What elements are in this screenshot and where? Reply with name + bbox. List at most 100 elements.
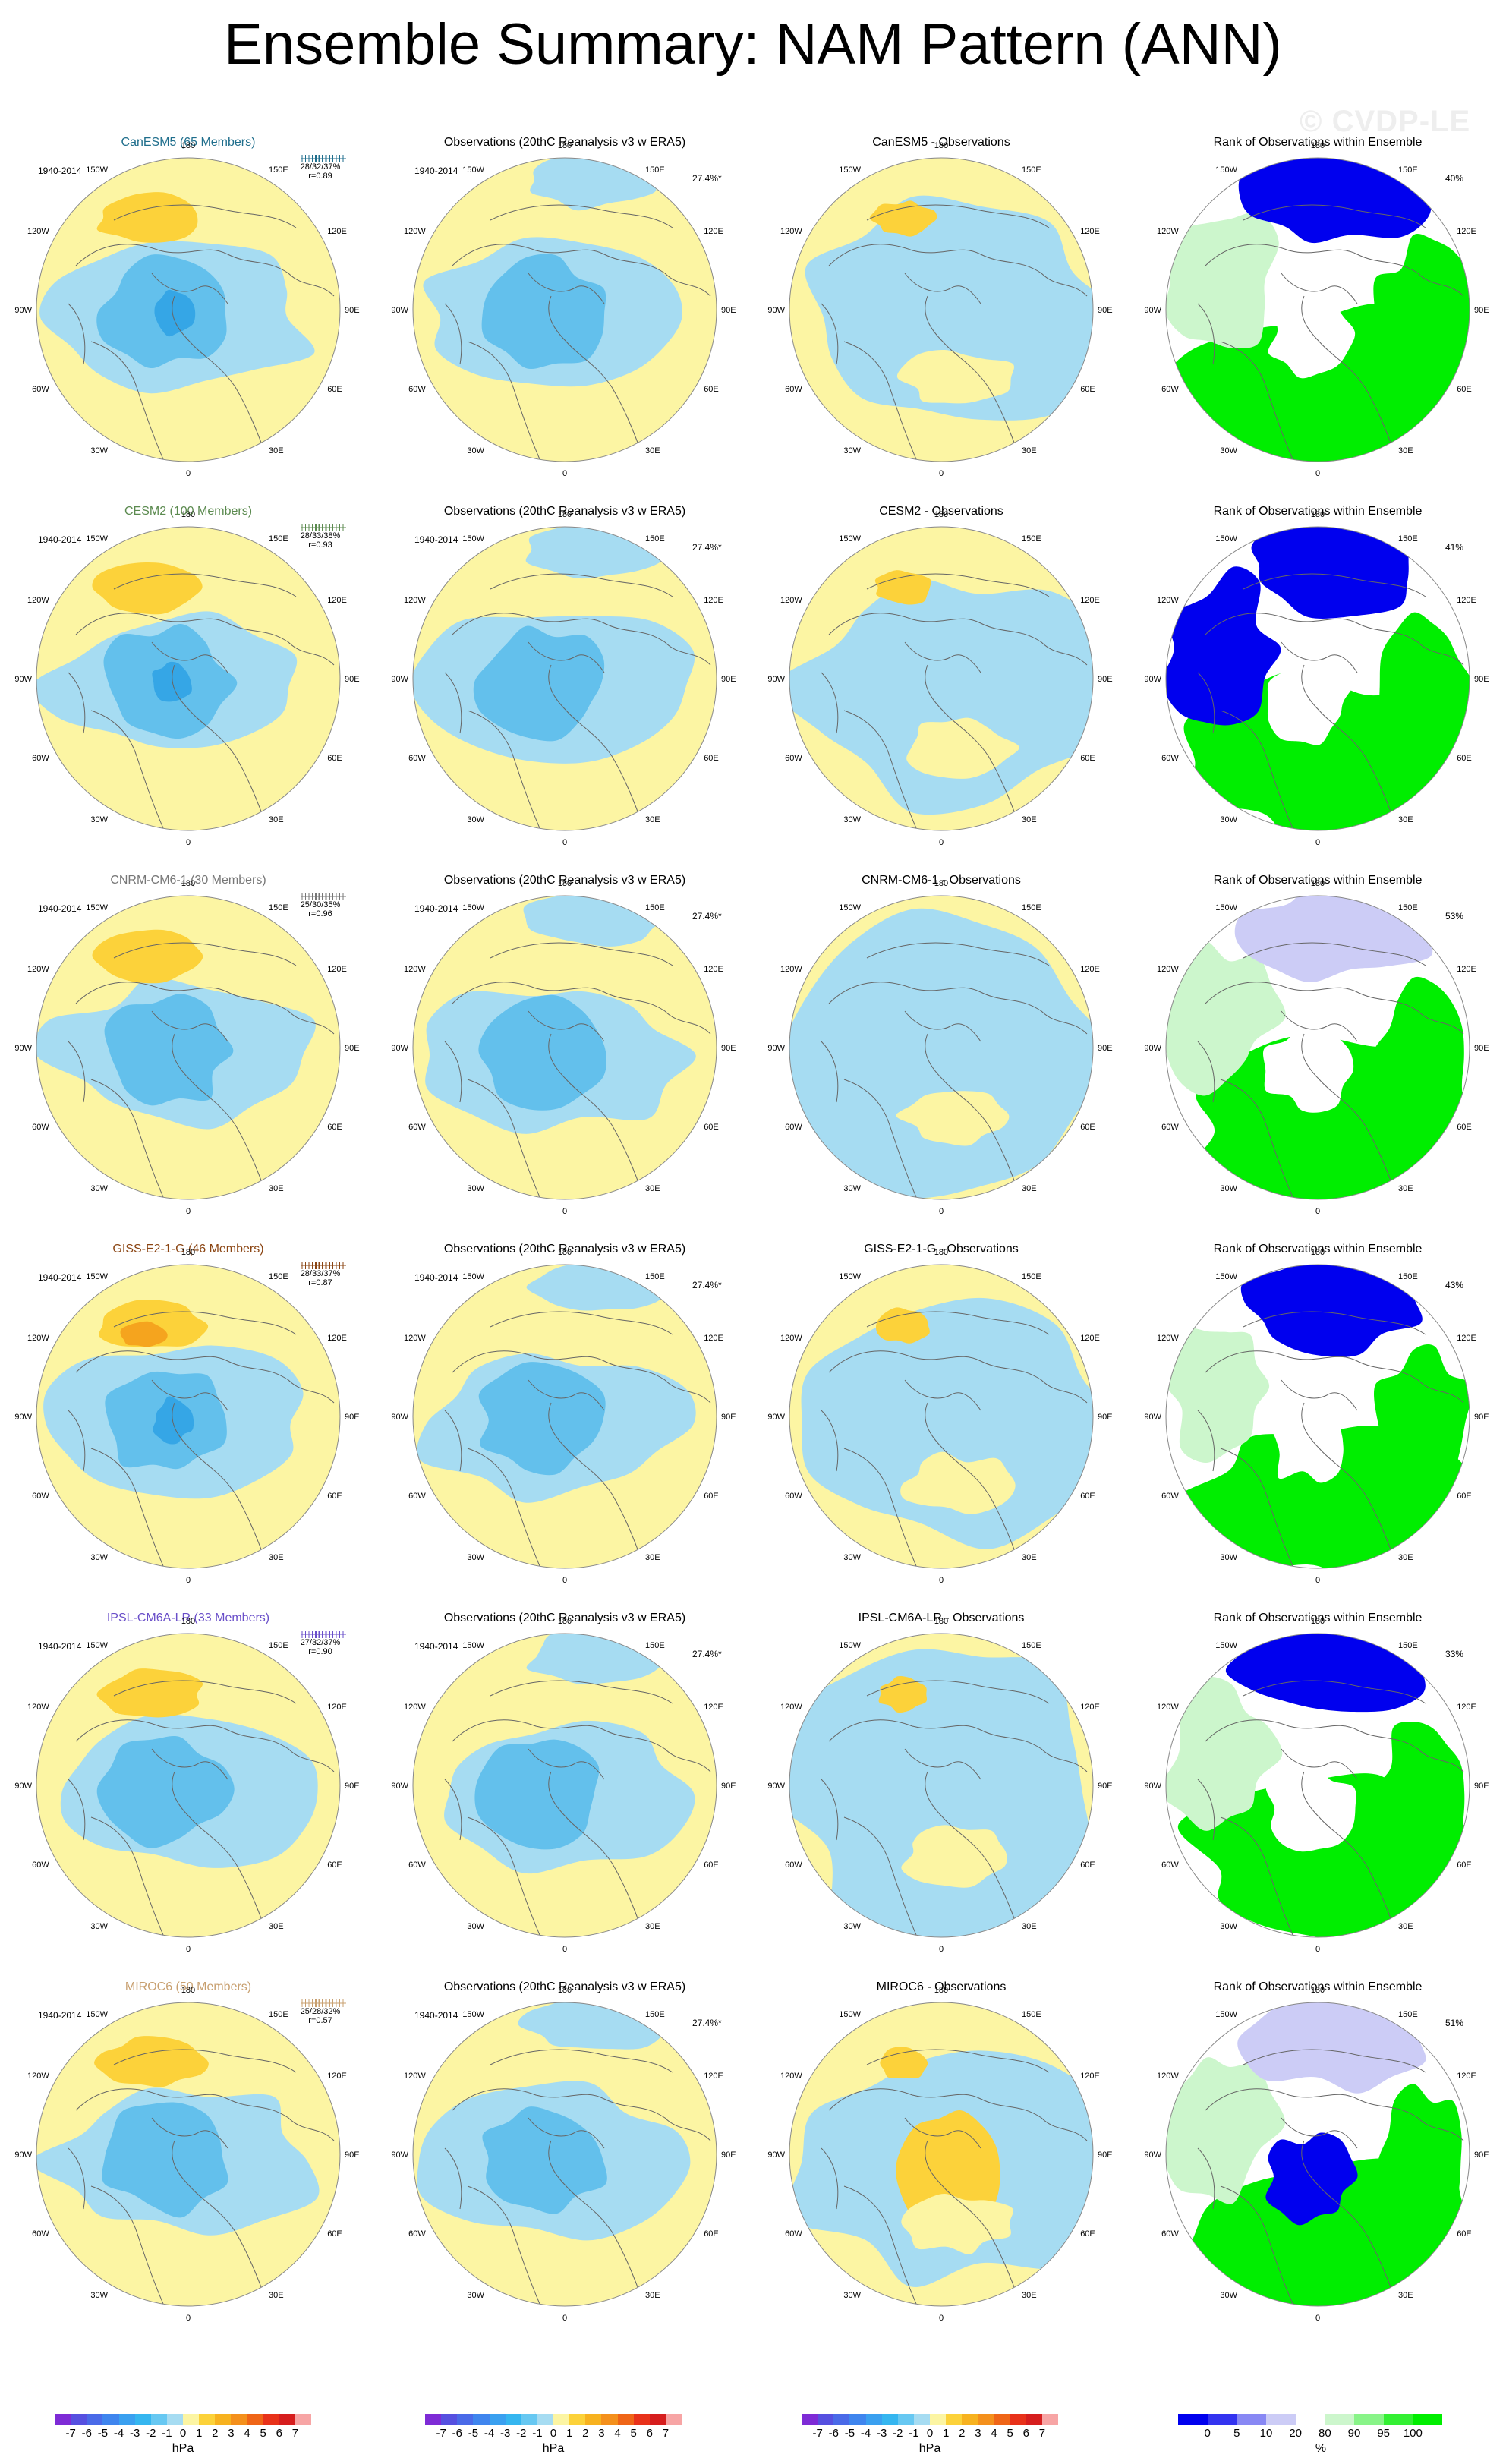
pattern-correlation: r=0.90	[308, 1647, 332, 1656]
lon-label-lower_left: 30W	[90, 1553, 108, 1562]
lon-label-right_lower: 60E	[327, 1123, 342, 1132]
colorbar-tick: 0	[179, 2427, 187, 2440]
colorbar-cell	[1041, 2414, 1058, 2425]
lon-label-right_lower: 60E	[704, 2229, 719, 2239]
map-panel-rank: Rank of Observations within Ensemble 51% 1…	[1130, 1958, 1506, 2342]
colorbar-tick: 4	[991, 2427, 997, 2440]
lon-label-upper_left: 150W	[839, 2010, 861, 2019]
colorbar-tick: 5	[260, 2427, 266, 2440]
colorbar-tick: 10	[1259, 2427, 1273, 2440]
panel-title: Rank of Observations within Ensemble	[1213, 1612, 1423, 1624]
lon-label-upper_right: 150E	[645, 1272, 665, 1281]
lon-label-top: 180	[558, 1986, 572, 1995]
variance-explained: 27.4%*	[692, 542, 722, 553]
lon-label-left_lower: 60W	[785, 1123, 802, 1132]
lon-label-right: 90E	[721, 1413, 736, 1422]
lon-label-right_upper: 120E	[1457, 227, 1476, 236]
lon-label-lower_left: 30W	[843, 1553, 861, 1562]
difference-positive-atlantic	[901, 1825, 1007, 1888]
lon-label-bottom: 0	[186, 2314, 191, 2323]
lon-label-right_upper: 120E	[1457, 2072, 1476, 2081]
map-panel-observations: Observations (20thC Reanalysis v3 w ERA5…	[376, 1958, 753, 2342]
lon-label-upper_left: 150W	[462, 165, 484, 175]
polar-map: 180 150W 150E 120W 120E 90W 90E 60W 60E 30W 30E 0	[767, 1617, 1112, 1954]
variance-explained: 27.4%*	[692, 911, 722, 922]
panel-title: Observations (20thC Reanalysis v3 w ERA5…	[443, 1612, 686, 1624]
lon-label-bottom: 0	[562, 469, 567, 478]
lon-label-right_lower: 60E	[704, 754, 719, 763]
lon-label-lower_right: 30E	[1398, 1184, 1413, 1193]
colorbar-cell	[1265, 2414, 1296, 2425]
lon-label-top: 180	[934, 879, 948, 888]
colorbar-tick: 3	[228, 2427, 235, 2440]
colorbar-cell	[134, 2414, 151, 2425]
colorbar-tick: -5	[844, 2427, 855, 2440]
ensemble-stats: 28/33/38% r=0.93	[294, 531, 347, 550]
strong-negative-anomaly	[102, 2102, 228, 2218]
lon-label-lower_right: 30E	[1398, 1922, 1413, 1931]
lon-label-bottom: 0	[562, 2314, 567, 2323]
lon-label-right: 90E	[721, 1782, 736, 1791]
polar-map: 180 150W 150E 120W 120E 90W 90E 60W 60E 30W 30E 0	[391, 1248, 736, 1585]
colorbar-tick: -6	[81, 2427, 92, 2440]
lon-label-left: 90W	[767, 1044, 785, 1053]
lon-label-right_lower: 60E	[327, 2229, 342, 2239]
colorbar-cell	[833, 2414, 850, 2425]
lon-label-upper_right: 150E	[269, 2010, 288, 2019]
map-boundary	[36, 895, 341, 1200]
polar-map: 180 150W 150E 120W 120E 90W 90E 60W 60E 30W 30E 0	[14, 141, 359, 478]
map-panel-model: GISS-E2-1-G (46 Members) 1940-2014 28/33/3…	[0, 1221, 376, 1604]
lon-label-upper_left: 150W	[839, 1272, 861, 1281]
lon-label-left_lower: 60W	[32, 1492, 49, 1501]
polar-map: 180 150W 150E 120W 120E 90W 90E 60W 60E 30W 30E 0	[767, 879, 1112, 1216]
lon-label-top: 180	[934, 510, 948, 519]
colorbar-tick: 6	[1022, 2427, 1029, 2440]
map-panel-rank: Rank of Observations within Ensemble 43% 1…	[1130, 1221, 1506, 1604]
lon-label-upper_right: 150E	[269, 534, 288, 544]
map-panel-rank: Rank of Observations within Ensemble 40% 1…	[1130, 114, 1506, 497]
colorbar-tick: 7	[662, 2427, 670, 2440]
panel-title: CNRM-CM6-1 (30 Members)	[110, 874, 266, 887]
colorbar-cell	[818, 2414, 834, 2425]
rank-west-region	[1166, 941, 1286, 1096]
lon-label-right_upper: 120E	[1080, 227, 1100, 236]
panel-title: MIROC6 (50 Members)	[124, 1980, 252, 1993]
lon-label-left: 90W	[1144, 2150, 1161, 2160]
lon-label-lower_left: 30W	[90, 2291, 108, 2300]
period-label: 1940-2014	[38, 903, 82, 914]
polar-map: 180 150W 150E 120W 120E 90W 90E 60W 60E 30W 30E 0	[14, 1986, 359, 2323]
lon-label-upper_right: 150E	[1398, 903, 1418, 912]
lon-label-right_lower: 60E	[704, 1861, 719, 1870]
rank-east-region	[1372, 976, 1464, 1127]
lon-label-bottom: 0	[1315, 469, 1320, 478]
lon-label-top: 180	[558, 510, 572, 519]
polar-map: 180 150W 150E 120W 120E 90W 90E 60W 60E 30W 30E 0	[391, 141, 736, 478]
lon-label-left_lower: 60W	[785, 2229, 802, 2239]
lon-label-left_upper: 120W	[27, 1334, 49, 1343]
lon-label-left_lower: 60W	[785, 385, 802, 394]
map-boundary	[36, 2002, 341, 2307]
lon-label-right_upper: 120E	[704, 227, 723, 236]
lon-label-right: 90E	[1098, 306, 1113, 315]
colorbar-tick: 2	[959, 2427, 966, 2440]
panel-title: CESM2 (100 Members)	[124, 505, 253, 518]
lon-label-upper_right: 150E	[645, 2010, 665, 2019]
colorbar-cell	[1353, 2414, 1384, 2425]
rank-percent: 33%	[1445, 1649, 1464, 1659]
lon-label-upper_right: 150E	[269, 903, 288, 912]
colorbar-tick: 80	[1318, 2427, 1331, 2440]
lon-label-lower_left: 30W	[843, 1184, 861, 1193]
lon-label-upper_right: 150E	[1022, 1641, 1041, 1650]
period-label: 1940-2014	[38, 2010, 82, 2021]
lon-label-bottom: 0	[939, 838, 944, 847]
lon-label-right_lower: 60E	[1080, 754, 1095, 763]
lon-label-bottom: 0	[939, 1207, 944, 1216]
rank-east-region	[1378, 612, 1470, 755]
lon-label-right_lower: 60E	[1080, 1492, 1095, 1501]
colorbar-cell	[665, 2414, 682, 2425]
map-panel-observations: Observations (20thC Reanalysis v3 w ERA5…	[376, 483, 753, 866]
colorbar-cell	[489, 2414, 506, 2425]
lon-label-right: 90E	[721, 1044, 736, 1053]
lon-label-left_upper: 120W	[780, 227, 802, 236]
difference-negative-region	[789, 908, 1093, 1199]
